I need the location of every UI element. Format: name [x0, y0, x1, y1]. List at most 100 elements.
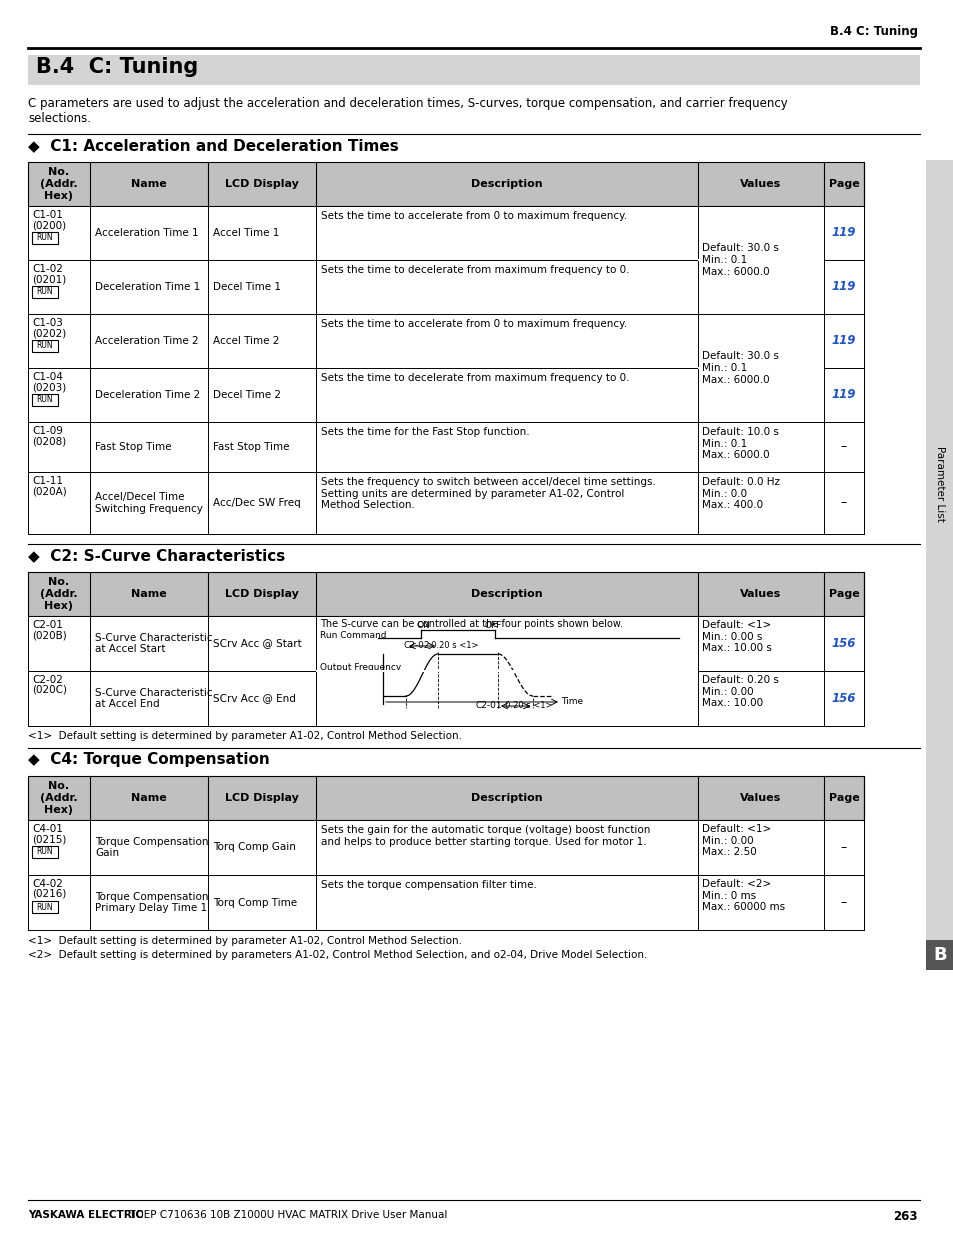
Text: (020A): (020A)	[32, 487, 67, 496]
Text: Accel/Decel Time
Switching Frequency: Accel/Decel Time Switching Frequency	[95, 493, 203, 514]
Text: Default: <1>
Min.: 0.00 s
Max.: 10.00 s: Default: <1> Min.: 0.00 s Max.: 10.00 s	[701, 620, 771, 653]
Text: SCrv Acc @ Start: SCrv Acc @ Start	[213, 638, 301, 648]
Bar	[28, 422, 863, 472]
Text: (0201): (0201)	[32, 274, 66, 284]
Text: Deceleration Time 1: Deceleration Time 1	[95, 282, 200, 291]
Text: ◆  C4: Torque Compensation: ◆ C4: Torque Compensation	[28, 752, 270, 767]
Text: –: –	[840, 841, 846, 853]
Text: B.4 C: Tuning: B.4 C: Tuning	[829, 25, 917, 38]
Text: Page: Page	[828, 179, 859, 189]
Text: LCD Display: LCD Display	[225, 179, 298, 189]
Bar	[32, 232, 58, 245]
Text: No.
(Addr.
Hex): No. (Addr. Hex)	[40, 782, 78, 815]
Text: 0.20 s <1>: 0.20 s <1>	[426, 641, 478, 650]
Text: Default: 10.0 s
Min.: 0.1
Max.: 6000.0: Default: 10.0 s Min.: 0.1 Max.: 6000.0	[701, 427, 778, 461]
Text: (0215): (0215)	[32, 834, 67, 844]
Text: <1>  Default setting is determined by parameter A1-02, Control Method Selection.: <1> Default setting is determined by par…	[28, 936, 461, 946]
Text: 119: 119	[831, 280, 855, 294]
Text: RUN: RUN	[36, 233, 53, 242]
Text: Fast Stop Time: Fast Stop Time	[95, 442, 172, 452]
Text: Description: Description	[471, 179, 542, 189]
Text: Values: Values	[740, 793, 781, 803]
Text: No.
(Addr.
Hex): No. (Addr. Hex)	[40, 168, 78, 200]
Text: Acceleration Time 1: Acceleration Time 1	[95, 228, 198, 238]
Text: Decel Time 2: Decel Time 2	[213, 390, 281, 400]
Text: 263: 263	[893, 1210, 917, 1223]
Bar	[315, 671, 698, 672]
Text: Output Frequency: Output Frequency	[319, 663, 401, 673]
Text: Default: <1>
Min.: 0.00
Max.: 2.50: Default: <1> Min.: 0.00 Max.: 2.50	[701, 824, 770, 857]
Text: Name: Name	[131, 589, 167, 599]
Text: RUN: RUN	[36, 342, 53, 351]
Bar	[32, 846, 58, 858]
Bar	[32, 287, 58, 298]
Text: C1-02: C1-02	[32, 264, 63, 274]
Bar	[28, 572, 863, 616]
Text: 0.20 s <1>: 0.20 s <1>	[499, 700, 552, 709]
Text: No.
(Addr.
Hex): No. (Addr. Hex)	[40, 578, 78, 610]
Text: S-Curve Characteristic
at Accel Start: S-Curve Characteristic at Accel Start	[95, 632, 213, 655]
Text: Torque Compensation
Gain: Torque Compensation Gain	[95, 836, 209, 858]
Text: Torq Comp Time: Torq Comp Time	[213, 898, 296, 908]
Text: Default: 0.20 s
Min.: 0.00
Max.: 10.00: Default: 0.20 s Min.: 0.00 Max.: 10.00	[701, 676, 778, 708]
Text: <2>  Default setting is determined by parameters A1-02, Control Method Selection: <2> Default setting is determined by par…	[28, 950, 647, 960]
Text: Name: Name	[131, 793, 167, 803]
Text: S-Curve Characteristic
at Accel End: S-Curve Characteristic at Accel End	[95, 688, 213, 709]
Bar	[28, 472, 863, 534]
Bar	[28, 876, 863, 930]
Text: C parameters are used to adjust the acceleration and deceleration times, S-curve: C parameters are used to adjust the acce…	[28, 98, 787, 125]
Text: Acceleration Time 2: Acceleration Time 2	[95, 336, 198, 346]
Bar	[28, 314, 863, 368]
Text: Sets the time to decelerate from maximum frequency to 0.: Sets the time to decelerate from maximum…	[320, 373, 629, 383]
Text: Parameter List: Parameter List	[934, 446, 944, 522]
Bar	[28, 616, 863, 671]
Text: RUN: RUN	[36, 288, 53, 296]
Text: C2-02: C2-02	[32, 676, 63, 685]
Text: Page: Page	[828, 589, 859, 599]
Text: Accel Time 1: Accel Time 1	[213, 228, 279, 238]
Bar	[698, 259, 823, 261]
Bar	[28, 162, 863, 206]
Text: Accel Time 2: Accel Time 2	[213, 336, 279, 346]
Text: 156: 156	[831, 637, 855, 650]
Bar	[925, 940, 953, 969]
Text: Torq Comp Gain: Torq Comp Gain	[213, 842, 295, 852]
Text: (0216): (0216)	[32, 889, 67, 899]
Text: Sets the torque compensation filter time.: Sets the torque compensation filter time…	[320, 881, 537, 890]
Bar	[28, 368, 863, 422]
Text: Values: Values	[740, 179, 781, 189]
Bar	[28, 206, 863, 261]
Text: TOEP C710636 10B Z1000U HVAC MATRIX Drive User Manual: TOEP C710636 10B Z1000U HVAC MATRIX Driv…	[126, 1210, 447, 1220]
Text: C1-09: C1-09	[32, 426, 63, 436]
Text: Description: Description	[471, 793, 542, 803]
Bar	[28, 261, 863, 314]
Text: Sets the time for the Fast Stop function.: Sets the time for the Fast Stop function…	[320, 427, 529, 437]
Bar	[925, 161, 953, 969]
Text: C2-01: C2-01	[476, 700, 502, 709]
Text: RUN: RUN	[36, 395, 53, 405]
Bar	[28, 820, 863, 876]
Text: B.4  C: Tuning: B.4 C: Tuning	[36, 57, 198, 77]
Bar	[28, 671, 863, 726]
Text: C4-01: C4-01	[32, 824, 63, 834]
Text: Run Command: Run Command	[319, 631, 386, 641]
Text: 119: 119	[831, 335, 855, 347]
Text: LCD Display: LCD Display	[225, 793, 298, 803]
Text: Sets the time to accelerate from 0 to maximum frequency.: Sets the time to accelerate from 0 to ma…	[320, 211, 626, 221]
Text: Default: <2>
Min.: 0 ms
Max.: 60000 ms: Default: <2> Min.: 0 ms Max.: 60000 ms	[701, 879, 784, 913]
Bar	[28, 56, 919, 85]
Bar	[698, 367, 823, 369]
Text: The S-curve can be controlled at the four points shown below.: The S-curve can be controlled at the fou…	[319, 619, 622, 629]
Bar	[28, 776, 863, 820]
Text: C1-11: C1-11	[32, 475, 63, 487]
Text: RUN: RUN	[36, 903, 53, 911]
Text: Deceleration Time 2: Deceleration Time 2	[95, 390, 200, 400]
Bar	[32, 394, 58, 406]
Text: Sets the time to accelerate from 0 to maximum frequency.: Sets the time to accelerate from 0 to ma…	[320, 319, 626, 329]
Text: Default: 30.0 s
Min.: 0.1
Max.: 6000.0: Default: 30.0 s Min.: 0.1 Max.: 6000.0	[701, 352, 778, 384]
Text: C2-02: C2-02	[403, 641, 430, 650]
Text: Description: Description	[471, 589, 542, 599]
Text: C1-03: C1-03	[32, 317, 63, 329]
Text: Default: 30.0 s
Min.: 0.1
Max.: 6000.0: Default: 30.0 s Min.: 0.1 Max.: 6000.0	[701, 243, 778, 277]
Text: Torque Compensation
Primary Delay Time 1: Torque Compensation Primary Delay Time 1	[95, 892, 209, 914]
